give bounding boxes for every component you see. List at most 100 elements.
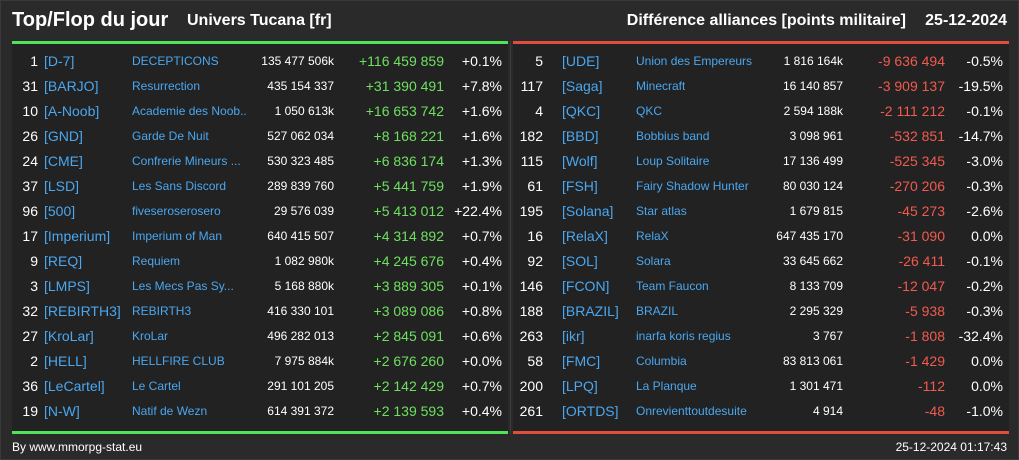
alliance-tag[interactable]: [N-W] — [44, 403, 80, 419]
top-row: 32 [REBIRTH3] REBIRTH3 416 330 101 +3 089 08… — [12, 298, 508, 323]
alliance-name[interactable]: Onrevienttoutdesuite — [636, 404, 747, 418]
points-diff: -26 411 — [898, 253, 945, 269]
alliance-tag[interactable]: [FMC] — [562, 353, 601, 369]
alliance-tag[interactable]: [LMPS] — [44, 278, 90, 294]
alliance-name[interactable]: Le Cartel — [132, 379, 181, 393]
points-value: 1 816 164k — [783, 54, 843, 68]
alliance-tag[interactable]: [BBD] — [562, 128, 599, 144]
alliance-name[interactable]: Imperium of Man — [132, 229, 223, 243]
points-diff: -31 090 — [897, 228, 945, 244]
rank: 4 — [535, 103, 543, 119]
alliance-name[interactable]: Minecraft — [636, 79, 686, 93]
alliance-tag[interactable]: [QKC] — [562, 103, 601, 119]
points-diff: -1 808 — [905, 328, 945, 344]
points-value: 640 415 507 — [267, 229, 334, 243]
alliance-name[interactable]: Loup Solitaire — [636, 154, 710, 168]
alliance-name[interactable]: fiveseroserosero — [132, 204, 221, 218]
alliance-name[interactable]: QKC — [636, 104, 663, 118]
alliance-tag[interactable]: [BRAZIL] — [562, 303, 619, 319]
alliance-name[interactable]: Academie des Noob... — [132, 104, 247, 118]
alliance-tag[interactable]: [FSH] — [562, 178, 598, 194]
alliance-tag[interactable]: [LPQ] — [562, 378, 598, 394]
alliance-tag[interactable]: [CME] — [44, 153, 83, 169]
alliance-name[interactable]: Les Sans Discord — [132, 179, 227, 193]
top-row: 27 [KroLar] KroLar 496 282 013 +2 845 091 +0.… — [12, 323, 508, 348]
alliance-tag[interactable]: [FCON] — [562, 278, 610, 294]
alliance-name[interactable]: REBIRTH3 — [132, 304, 192, 318]
top-row: 3 [LMPS] Les Mecs Pas Sy... 5 168 880k +3 88… — [12, 273, 508, 298]
alliance-tag[interactable]: [REBIRTH3] — [44, 303, 121, 319]
alliance-name[interactable]: La Planque — [636, 379, 697, 393]
points-value: 496 282 013 — [267, 329, 334, 343]
top-row: 19 [N-W] Natif de Wezn 614 391 372 +2 139 59… — [12, 398, 508, 423]
alliance-tag[interactable]: [SOL] — [562, 253, 598, 269]
alliance-tag[interactable]: [D-7] — [44, 53, 75, 69]
alliance-name[interactable]: HELLFIRE CLUB — [132, 354, 225, 368]
alliance-name[interactable]: Resurrection — [132, 79, 201, 93]
alliance-tag[interactable]: [REQ] — [44, 253, 83, 269]
alliance-name[interactable]: Les Mecs Pas Sy... — [132, 279, 234, 293]
percent-change: +1.6% — [461, 103, 502, 119]
points-diff: +16 653 742 — [365, 103, 444, 119]
alliance-name[interactable]: Confrerie Mineurs ... — [132, 154, 241, 168]
rank: 24 — [22, 153, 38, 169]
alliance-name[interactable]: Requiem — [132, 254, 181, 268]
alliance-name[interactable]: Bobbius band — [636, 129, 710, 143]
alliance-name[interactable]: BRAZIL — [636, 304, 679, 318]
alliance-tag[interactable]: [ORTDS] — [562, 403, 619, 419]
top-row: 17 [Imperium] Imperium of Man 640 415 507 +4… — [12, 223, 508, 248]
alliance-name[interactable]: Union des Empereurs — [636, 54, 753, 68]
flop-row: 188 [BRAZIL] BRAZIL 2 295 329 -5 938 -0.3% — [513, 298, 1009, 323]
alliance-tag[interactable]: [RelaX] — [562, 228, 608, 244]
points-diff: -525 345 — [889, 153, 945, 169]
percent-change: +0.8% — [461, 303, 502, 319]
flop-row: 200 [LPQ] La Planque 1 301 471 -112 0.0% — [513, 373, 1009, 398]
points-diff: +4 245 676 — [373, 253, 444, 269]
alliance-tag[interactable]: [GND] — [44, 128, 83, 144]
alliance-tag[interactable]: [HELL] — [44, 353, 87, 369]
rank: 188 — [519, 303, 543, 319]
rank: 16 — [527, 228, 543, 244]
alliance-name[interactable]: Solara — [636, 254, 671, 268]
points-diff: +2 139 593 — [373, 403, 444, 419]
alliance-name[interactable]: KroLar — [132, 329, 169, 343]
alliance-name[interactable]: Team Faucon — [636, 279, 709, 293]
alliance-tag[interactable]: [ikr] — [562, 328, 585, 344]
rank: 92 — [527, 253, 543, 269]
alliance-tag[interactable]: [A-Noob] — [44, 103, 100, 119]
alliance-tag[interactable]: [UDE] — [562, 53, 600, 69]
alliance-tag[interactable]: [Solana] — [562, 203, 614, 219]
alliance-name[interactable]: Star atlas — [636, 204, 687, 218]
alliance-tag[interactable]: [500] — [44, 203, 76, 219]
percent-change: -0.1% — [966, 103, 1003, 119]
alliance-name[interactable]: DECEPTICONS — [132, 54, 219, 68]
alliance-tag[interactable]: [BARJO] — [44, 78, 99, 94]
percent-change: -0.5% — [966, 53, 1003, 69]
points-value: 8 133 709 — [789, 279, 843, 293]
points-value: 4 914 — [812, 404, 843, 418]
points-value: 16 140 857 — [782, 79, 843, 93]
alliance-name[interactable]: Fairy Shadow Hunter — [636, 179, 749, 193]
alliance-tag[interactable]: [Saga] — [562, 78, 603, 94]
alliance-name[interactable]: Columbia — [636, 354, 687, 368]
alliance-name[interactable]: Natif de Wezn — [132, 404, 208, 418]
rank: 37 — [22, 178, 38, 194]
percent-change: +0.4% — [461, 253, 502, 269]
percent-change: -2.6% — [966, 203, 1003, 219]
percent-change: +0.1% — [461, 53, 502, 69]
alliance-tag[interactable]: [LeCartel] — [44, 378, 105, 394]
percent-change: -3.0% — [966, 153, 1003, 169]
alliance-tag[interactable]: [Imperium] — [44, 228, 111, 244]
points-value: 416 330 101 — [267, 304, 334, 318]
alliance-name[interactable]: RelaX — [636, 229, 669, 243]
flop-row: 61 [FSH] Fairy Shadow Hunter 80 030 124 -270… — [513, 173, 1009, 198]
alliance-name[interactable]: inarfa koris regius — [636, 329, 731, 343]
alliance-tag[interactable]: [Wolf] — [562, 153, 598, 169]
flop-row: 115 [Wolf] Loup Solitaire 17 136 499 -525 34… — [513, 148, 1009, 173]
alliance-tag[interactable]: [LSD] — [44, 178, 80, 194]
alliance-name[interactable]: Garde De Nuit — [132, 129, 209, 143]
points-value: 614 391 372 — [267, 404, 334, 418]
alliance-tag[interactable]: [KroLar] — [44, 328, 94, 344]
points-diff: -3 909 137 — [878, 78, 945, 94]
points-diff: +2 142 429 — [373, 378, 444, 394]
